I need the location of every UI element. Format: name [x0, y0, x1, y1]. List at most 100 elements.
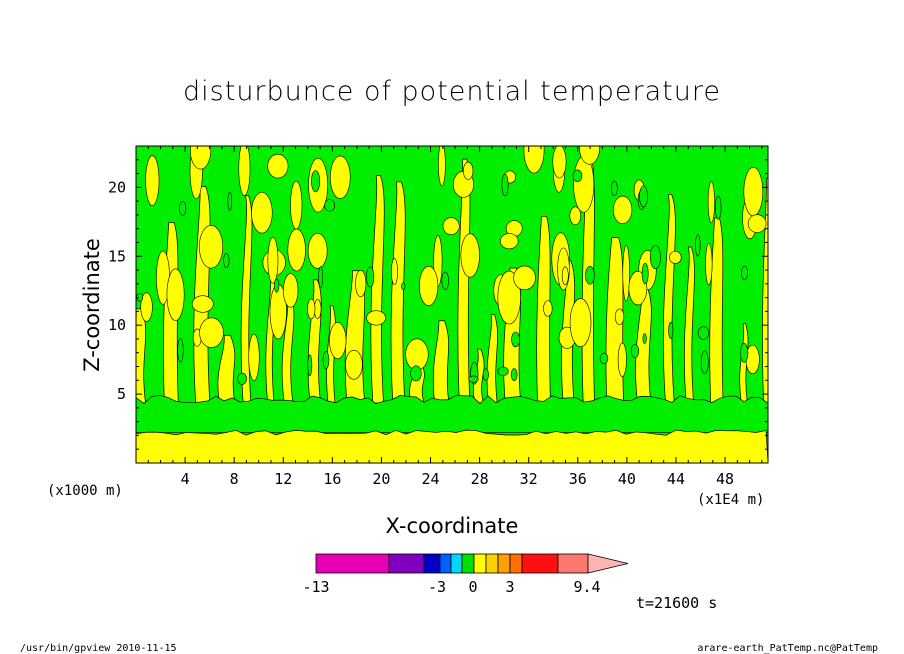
footer-right: arare-earth_PatTemp.nc@PatTemp	[697, 643, 878, 654]
contour-island	[401, 282, 406, 290]
contour-blob	[513, 265, 536, 291]
contour-blob	[290, 180, 303, 230]
y-axis-label: Z-coordinate	[80, 238, 104, 372]
contour-blob	[707, 181, 715, 223]
colorbar-tick-label: 3	[505, 578, 514, 596]
contour-blob	[463, 161, 474, 180]
y-tick-label: 15	[108, 247, 126, 265]
contour-column	[486, 314, 498, 404]
contour-blob	[579, 146, 600, 165]
contour-island	[668, 321, 674, 339]
x-tick-label: 28	[471, 470, 489, 488]
contour-island	[441, 271, 449, 290]
colorbar-segment	[388, 553, 425, 574]
contour-island	[237, 372, 247, 385]
contour-blob	[166, 268, 185, 321]
contour-column	[240, 195, 253, 404]
x-tick-label: 32	[520, 470, 538, 488]
contour-blob	[442, 217, 460, 235]
contour-island	[697, 326, 710, 340]
colorbar-segment	[473, 553, 487, 574]
contour-blob	[669, 251, 682, 264]
contour-island	[700, 350, 709, 375]
surface-yellow-layer	[136, 429, 768, 463]
contour-island	[642, 333, 647, 344]
contour-blob	[573, 156, 595, 213]
contour-island	[324, 199, 336, 212]
contour-island	[739, 343, 749, 363]
colorbar-tick-label: -13	[302, 578, 329, 596]
contour-column	[684, 246, 695, 404]
colorbar-segment	[509, 553, 523, 574]
x-tick-label: 12	[274, 470, 292, 488]
contour-blob	[569, 206, 582, 226]
contour-island	[482, 368, 489, 381]
contour-island	[318, 266, 323, 289]
contour-island	[511, 331, 520, 348]
contour-blob	[329, 322, 347, 360]
colorbar-segment	[461, 553, 475, 574]
plot-frame	[135, 145, 769, 464]
contour-blob	[438, 146, 446, 187]
contour-blob	[391, 258, 398, 286]
x-tick-label: 8	[230, 470, 239, 488]
contour-island	[599, 352, 609, 365]
contour-blob	[419, 265, 439, 307]
contour-blob	[248, 333, 260, 381]
x-axis-label: X-coordinate	[385, 514, 519, 538]
contour-island	[274, 278, 280, 293]
contour-column	[457, 158, 471, 404]
contour-blob	[499, 233, 519, 250]
colorbar-segment	[439, 553, 452, 574]
x-unit-label: (x1E4 m)	[697, 492, 765, 508]
colorbar-segment	[557, 553, 589, 574]
contour-blob	[523, 146, 545, 174]
contour-blob	[552, 146, 567, 179]
colorbar-segment	[521, 553, 559, 574]
contour-blob	[307, 233, 328, 269]
contour-blob	[561, 266, 569, 286]
contour-blob	[405, 338, 429, 371]
contour-column	[739, 322, 749, 404]
contour-island	[307, 354, 313, 377]
contour-island	[641, 262, 649, 285]
contour-island	[572, 169, 583, 182]
y-tick-label: 20	[108, 178, 126, 196]
contour-blob	[191, 295, 214, 313]
contour-column	[136, 308, 147, 404]
contour-island	[741, 265, 748, 281]
contour-island	[611, 180, 618, 197]
contour-island	[177, 338, 184, 363]
contour-column	[432, 320, 450, 404]
contour-blob	[460, 233, 480, 278]
contour-island	[585, 266, 595, 285]
colorbar-arrow	[587, 553, 629, 574]
contour-island	[227, 191, 232, 211]
contour-blob	[355, 269, 367, 298]
contour-island	[497, 366, 509, 377]
contour-blob	[345, 349, 363, 380]
contour-blob	[705, 243, 713, 286]
x-tick-label: 44	[667, 470, 685, 488]
x-tick-label: 4	[181, 470, 190, 488]
contour-island	[179, 201, 187, 216]
contour-blob	[617, 342, 627, 377]
colorbar-tick-label: 0	[468, 578, 477, 596]
colorbar-segment	[485, 553, 499, 574]
x-tick-label: 40	[618, 470, 636, 488]
contour-blob	[329, 155, 351, 199]
contour-island	[630, 343, 640, 359]
contour-blob	[199, 317, 224, 348]
x-tick-label: 48	[716, 470, 734, 488]
contour-blob	[612, 195, 633, 224]
contour-column	[390, 181, 406, 404]
contour-blob	[569, 298, 592, 348]
contour-blob	[497, 270, 521, 325]
contour-blob	[743, 167, 764, 217]
contour-island	[649, 245, 661, 270]
contour-island	[322, 351, 330, 370]
footer-left: /usr/bin/gpview 2010-11-15	[20, 643, 177, 654]
contour-blob	[140, 292, 153, 322]
